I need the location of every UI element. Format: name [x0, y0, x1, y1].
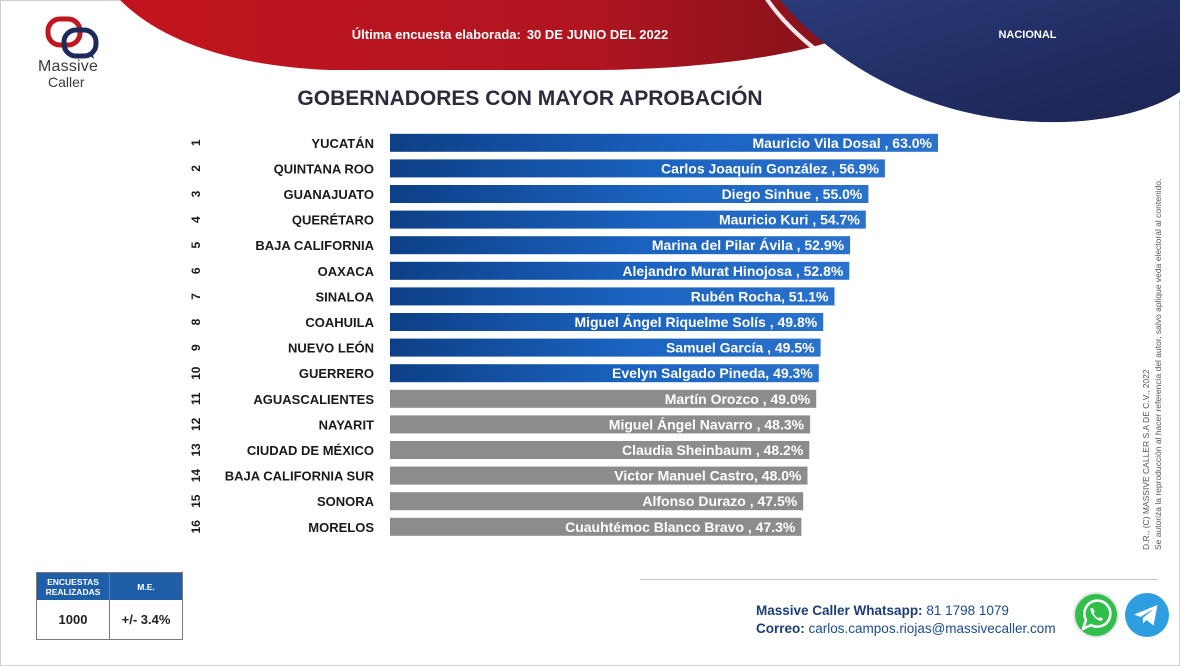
rank-label: 13: [189, 443, 203, 457]
bar-data-label: Cuauhtémoc Blanco Bravo , 47.3%: [565, 519, 796, 535]
bar-data-label: Miguel Ángel Riquelme Solís , 49.8%: [574, 314, 817, 330]
survey-stats-table: ENCUESTAS REALIZADAS M.E. 1000 +/- 3.4%: [36, 572, 183, 640]
logo-chat-bubbles-icon: [45, 16, 99, 59]
category-label: NUEVO LEÓN: [288, 341, 374, 356]
header-banner: [120, 0, 1180, 127]
logo-word-caller: Caller: [48, 74, 85, 90]
margin-of-error-header: M.E.: [110, 573, 182, 600]
rank-label: 15: [189, 494, 203, 508]
category-label: YUCATÁN: [311, 136, 374, 151]
rank-label: 6: [189, 267, 203, 274]
category-label: NAYARIT: [319, 417, 374, 432]
category-label: SINALOA: [316, 289, 375, 304]
rank-label: 4: [189, 216, 203, 223]
category-label: QUINTANA ROO: [274, 161, 374, 176]
rank-label: 11: [189, 392, 203, 405]
bar: [390, 185, 869, 203]
bar-data-label: Samuel García , 49.5%: [666, 340, 815, 356]
rank-label: 12: [189, 417, 203, 431]
rank-label: 2: [189, 165, 203, 172]
bar-data-label: Rubén Rocha, 51.1%: [691, 288, 829, 304]
footer-divider: [640, 579, 1158, 580]
header-red-shape: [120, 0, 900, 70]
category-label: SONORA: [317, 494, 375, 509]
bar: [390, 287, 835, 306]
region-label: NACIONAL: [998, 29, 1057, 41]
survey-date-value: 30 DE JUNIO DEL 2022: [526, 27, 669, 42]
bar: [390, 364, 819, 383]
surveys-header: ENCUESTAS REALIZADAS: [37, 573, 110, 600]
margin-of-error-value: +/- 3.4%: [121, 612, 171, 627]
bar: [390, 389, 817, 408]
category-label: GUERRERO: [299, 366, 374, 381]
bar: [390, 236, 851, 255]
category-label: QUERÉTARO: [292, 213, 374, 228]
survey-date-label: Última encuesta elaborada:: [351, 27, 521, 42]
bar-data-label: Diego Sinhue , 55.0%: [722, 186, 863, 202]
rank-label: 14: [189, 469, 203, 483]
category-label: BAJA CALIFORNIA SUR: [225, 469, 375, 484]
rank-label: 1: [189, 139, 203, 146]
bar: [390, 338, 821, 357]
header-navy-shape: [780, 0, 1180, 123]
bar: [390, 466, 808, 485]
rank-label: 8: [189, 318, 203, 325]
bar-data-label: Mauricio Kuri , 54.7%: [719, 212, 860, 228]
rank-label: 3: [189, 190, 203, 197]
rank-label: 5: [189, 242, 203, 249]
bar: [390, 492, 804, 511]
bar-data-label: Marina del Pilar Ávila , 52.9%: [652, 237, 845, 253]
bar-data-label: Miguel Ángel Navarro , 48.3%: [609, 416, 805, 432]
bar-data-label: Alejandro Murat Hinojosa , 52.8%: [622, 263, 843, 279]
bar: [390, 517, 802, 536]
bar-data-label: Victor Manuel Castro, 48.0%: [614, 468, 802, 484]
bar: [390, 261, 850, 280]
category-label: COAHUILA: [305, 315, 374, 330]
bar-data-label: Claudia Sheinbaum , 48.2%: [622, 442, 804, 458]
bar-data-label: Alfonso Durazo , 47.5%: [642, 493, 797, 509]
rank-label: 16: [189, 520, 203, 534]
bar: [390, 441, 810, 459]
bar: [390, 313, 824, 331]
surveys-value: 1000: [37, 600, 110, 639]
chart-title: GOBERNADORES CON MAYOR APROBACIÓN: [297, 87, 763, 110]
header-white-swoosh: [765, 0, 1180, 127]
whatsapp-icon[interactable]: [1072, 591, 1120, 639]
rank-label: 10: [189, 366, 203, 380]
bar: [390, 133, 938, 152]
copyright-line: D.R., (C) MASSIVE CALLER S.A DE C.V., 20…: [1141, 369, 1151, 550]
email-link[interactable]: carlos.campos.riojas@massivecaller.com: [808, 621, 1056, 636]
category-label: AGUASCALIENTES: [253, 392, 374, 407]
category-label: OAXACA: [318, 264, 375, 279]
bar: [390, 415, 811, 434]
category-label: GUANAJUATO: [283, 187, 374, 202]
email-label: Correo:: [756, 621, 805, 636]
massive-caller-logo: Massive Caller: [30, 14, 120, 94]
logo-word-massive: Massive: [38, 58, 99, 75]
copyright-note: D.R., (C) MASSIVE CALLER S.A DE C.V., 20…: [1140, 100, 1164, 550]
bar-data-label: Evelyn Salgado Pineda, 49.3%: [612, 365, 813, 381]
rank-label: 7: [189, 293, 203, 300]
whatsapp-label: Massive Caller Whatsapp:: [756, 603, 923, 618]
bar-data-label: Martín Orozco , 49.0%: [665, 391, 811, 407]
telegram-icon[interactable]: [1124, 592, 1170, 638]
whatsapp-number[interactable]: 81 1798 1079: [926, 603, 1009, 618]
contact-info: Massive Caller Whatsapp: 81 1798 1079 Co…: [756, 602, 1056, 638]
category-label: MORELOS: [308, 520, 374, 535]
bar: [390, 210, 866, 229]
bar-data-label: Carlos Joaquín González , 56.9%: [661, 160, 879, 176]
category-label: CIUDAD DE MÉXICO: [247, 443, 374, 458]
reproduction-note: Se autoriza la reproducción al hacer ref…: [1153, 178, 1163, 550]
rank-label: 9: [189, 344, 203, 351]
survey-date: Última encuesta elaborada: 30 DE JUNIO DE…: [330, 27, 690, 42]
bar-data-label: Mauricio Vila Dosal , 63.0%: [753, 135, 933, 151]
category-label: BAJA CALIFORNIA: [255, 238, 374, 253]
bar: [390, 159, 885, 178]
